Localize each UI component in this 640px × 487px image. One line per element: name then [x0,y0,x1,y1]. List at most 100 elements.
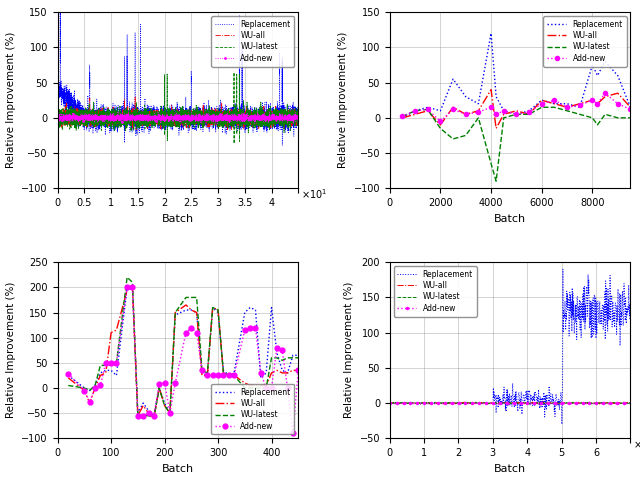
Line: Replacement: Replacement [58,3,298,145]
Replacement [449,76,457,82]
WU-latest [102,362,109,368]
Replacement [129,287,136,293]
WU-latest [230,141,238,147]
WU-latest [284,355,291,361]
Add-new [492,112,500,117]
Line: Replacement: Replacement [403,33,630,118]
WU-latest [574,401,582,407]
Replacement [209,304,216,310]
WU-latest [86,388,93,393]
Add-new [257,370,265,376]
WU-all [65,375,72,381]
WU-all [91,385,99,391]
Add-new [204,373,211,378]
Replacement [412,108,419,113]
WU-latest [545,401,552,407]
Replacement [257,375,265,381]
X-axis label: Batch: Batch [494,213,526,224]
Replacement [513,112,520,117]
WU-latest [83,106,90,112]
WU-latest [204,115,212,121]
Replacement [225,373,232,378]
Add-new [225,373,232,378]
Add-new [124,284,131,290]
Add-new [86,399,93,405]
WU-all [462,112,470,117]
Replacement [601,58,609,64]
Line: WU-all: WU-all [403,90,630,129]
Add-new [129,284,136,290]
WU-all [576,101,584,107]
WU-all [252,383,259,389]
Add-new [594,101,602,107]
Legend: Replacement, WU-all, WU-latest, Add-new: Replacement, WU-all, WU-latest, Add-new [211,384,294,434]
Replacement [538,97,545,103]
Add-new [214,373,222,378]
Replacement [246,304,254,310]
Replacement [83,113,90,119]
Replacement [91,383,99,389]
WU-all [140,403,147,409]
Add-new [246,325,254,331]
Add-new [54,115,61,121]
WU-latest [225,373,232,378]
WU-all [150,415,157,421]
Replacement [108,368,115,374]
WU-latest [412,108,419,113]
X-axis label: Batch: Batch [494,464,526,473]
WU-all [204,116,212,122]
WU-latest [614,115,621,121]
Add-new [262,385,270,391]
Text: $\times10^4$: $\times10^4$ [633,437,640,451]
X-axis label: Batch: Batch [162,464,194,473]
WU-latest [513,112,520,117]
Replacement [56,0,64,6]
Replacement [113,373,120,378]
Replacement [262,370,270,376]
WU-latest [124,274,131,280]
Add-new [252,325,259,331]
Add-new [198,368,206,374]
WU-all [273,368,281,374]
Add-new [289,431,297,436]
Line: Add-new: Add-new [400,91,632,123]
Replacement [604,301,611,307]
WU-all [214,307,222,313]
WU-latest [172,310,179,316]
Add-new [474,109,482,115]
Replacement [214,310,222,316]
WU-latest [462,400,470,406]
Add-new [436,118,444,124]
Add-new [627,400,634,406]
WU-latest [268,355,275,361]
Add-new [102,360,109,366]
Line: WU-all: WU-all [58,97,298,130]
WU-latest [627,400,634,406]
Add-new [268,385,275,391]
WU-all [449,104,457,110]
Add-new [294,368,302,374]
Add-new [204,114,212,120]
Add-new [108,360,115,366]
WU-all [182,302,190,308]
WU-all [553,401,561,407]
WU-all [223,127,231,132]
WU-all [445,401,452,407]
WU-latest [436,126,444,131]
Replacement [272,106,280,112]
Add-new [627,107,634,112]
Line: WU-all: WU-all [390,402,630,404]
Add-new [601,90,609,96]
WU-all [294,368,302,374]
Replacement [65,373,72,378]
Replacement [241,310,248,316]
WU-all [492,126,500,131]
WU-latest [271,122,279,128]
WU-latest [273,355,281,361]
Add-new [462,112,470,117]
WU-all [146,108,154,113]
Add-new [188,325,195,331]
Replacement [193,310,200,316]
Replacement [271,110,279,116]
WU-latest [454,400,461,406]
